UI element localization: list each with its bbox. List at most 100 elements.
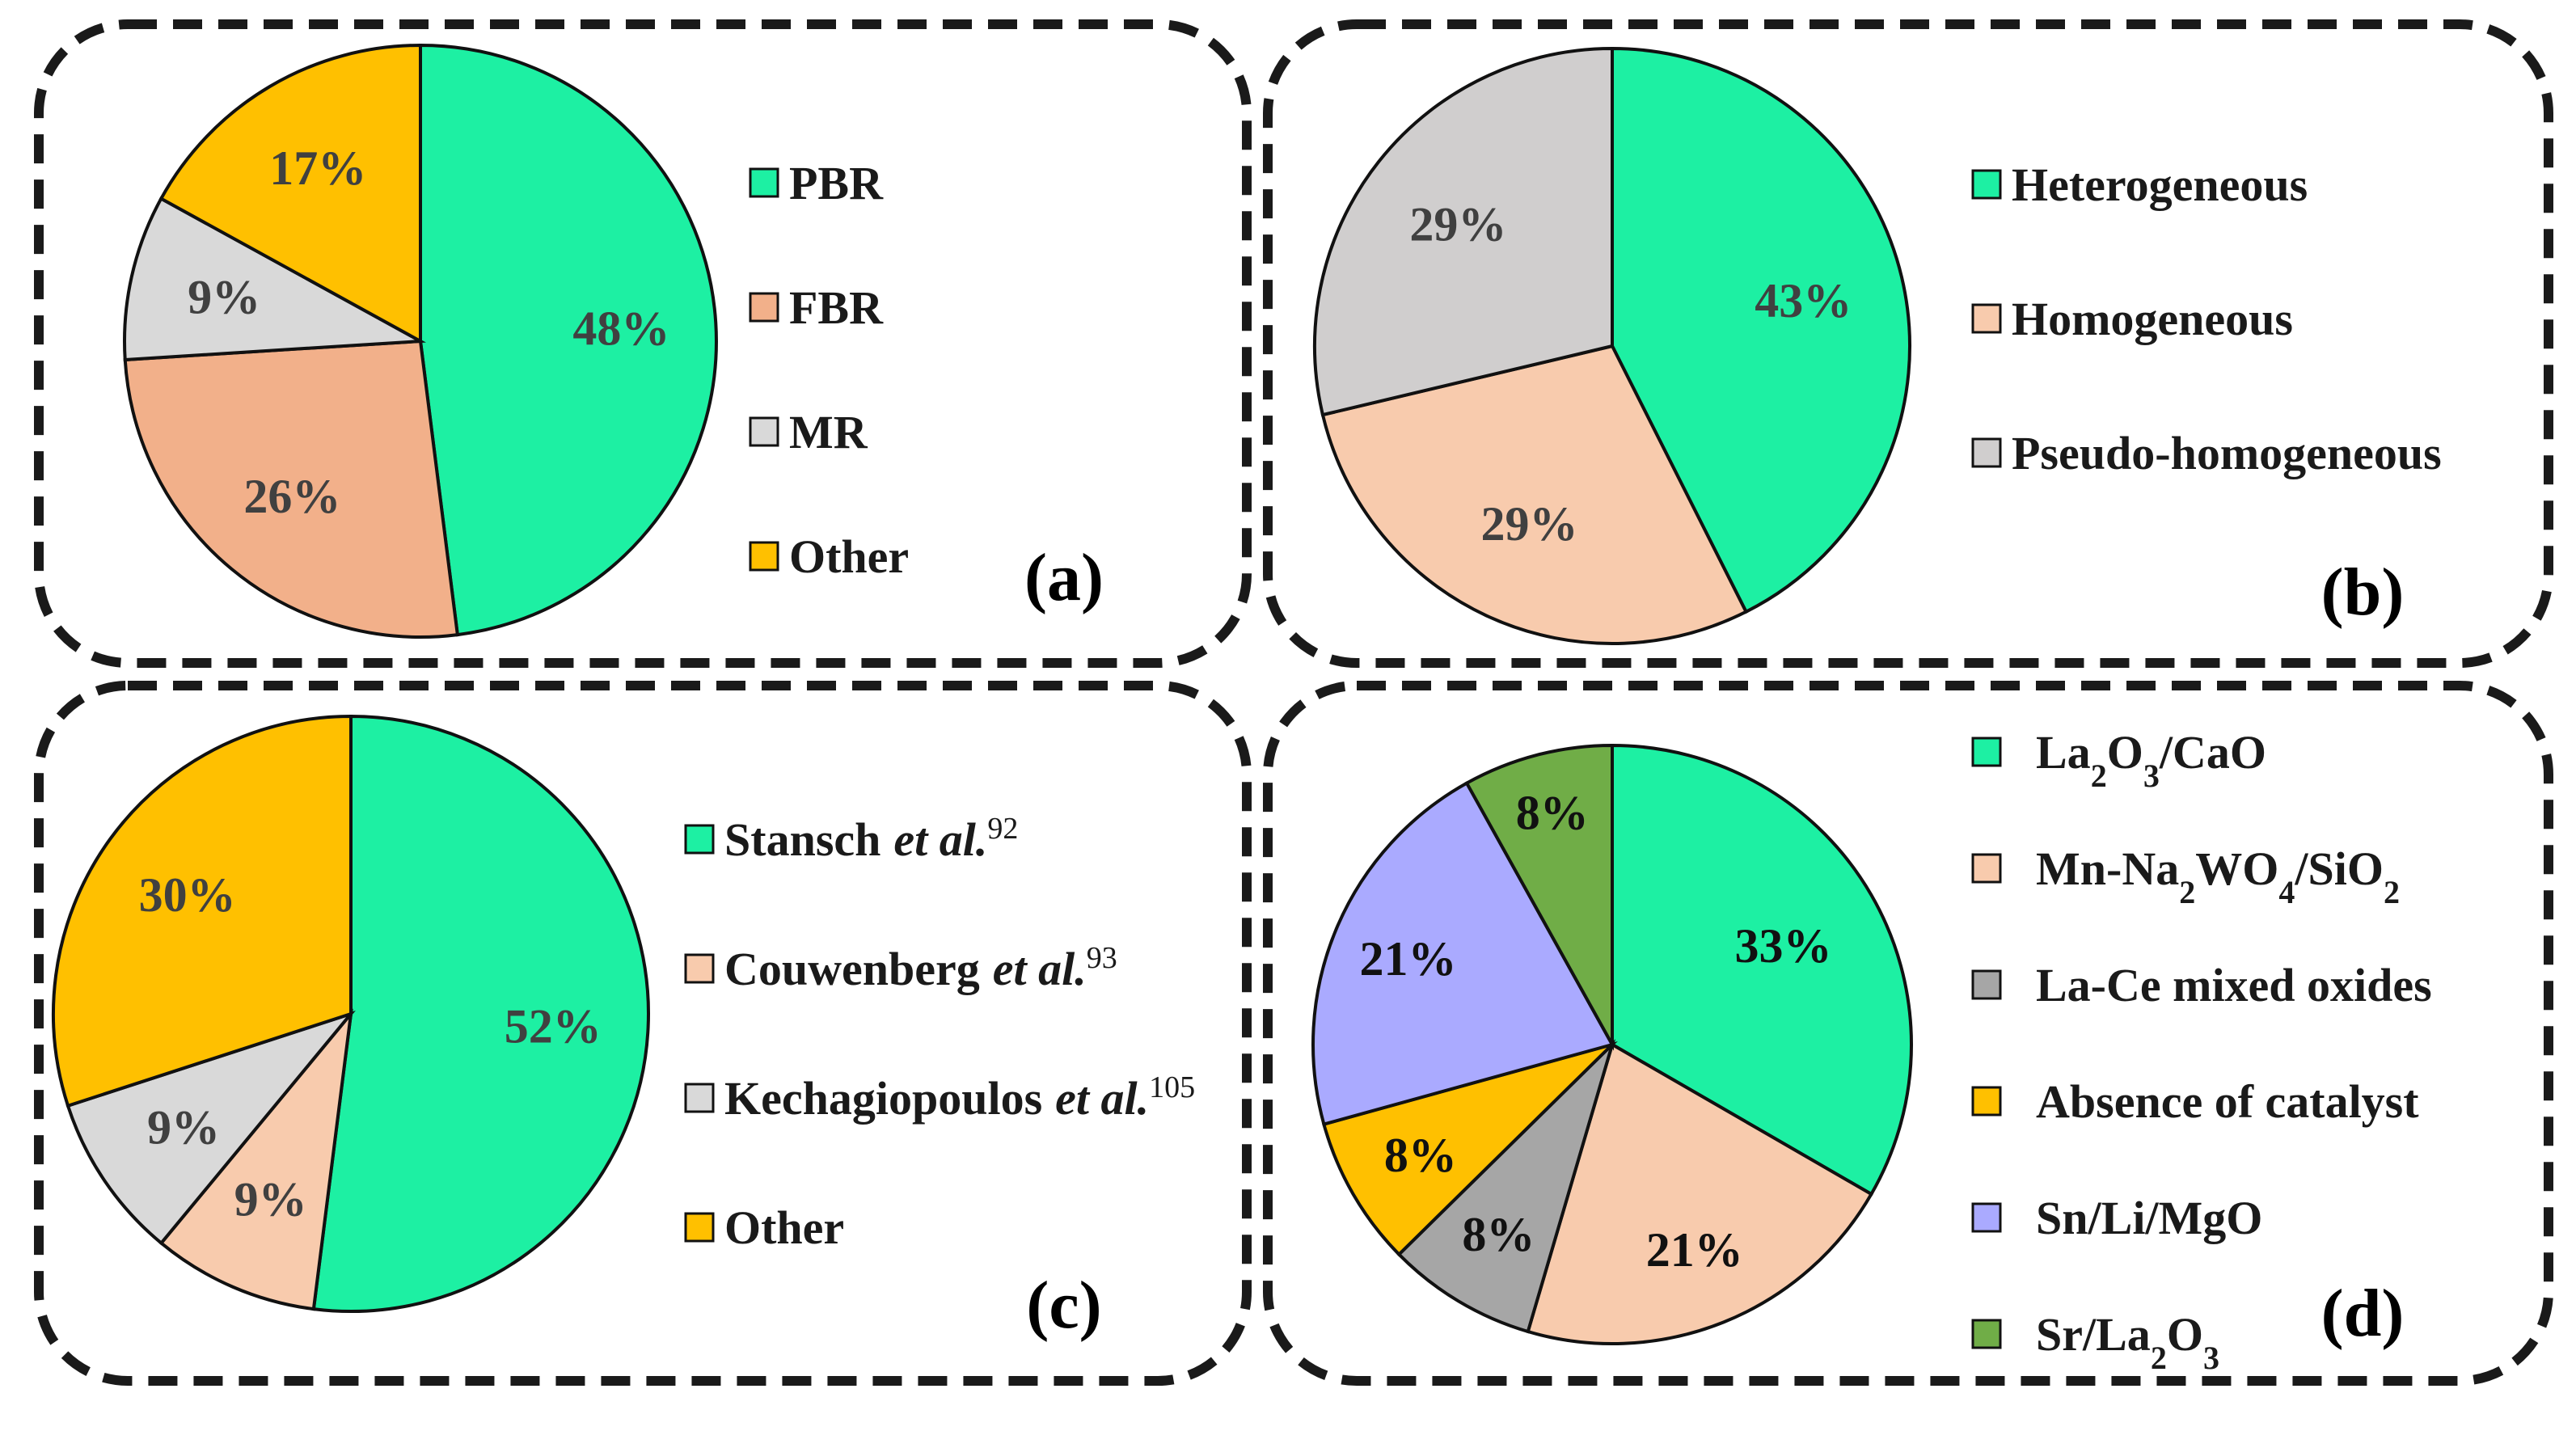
pie-slice <box>1611 743 1913 1197</box>
legend-item: Stansch et al.92 <box>684 812 1018 866</box>
pie-slices <box>123 43 718 639</box>
pie-slice <box>123 339 460 639</box>
legend-swatch <box>749 167 779 198</box>
legend-label: Stansch et al.92 <box>724 812 1018 866</box>
legend-swatch <box>1971 737 2002 767</box>
pie-chart-a: 48% 26% 9% 17% PBR FBR MR Other (a) <box>123 43 1104 639</box>
pie-slice <box>52 714 353 1108</box>
legend-label: Other <box>724 1201 844 1254</box>
pie-slice <box>1313 46 1614 417</box>
legend-item: Other <box>684 1201 844 1254</box>
slice-labels: 48% 26% 9% 17% <box>188 141 669 523</box>
pie-slices <box>1311 743 1913 1345</box>
legend-label: Mn-Na2WO4/SiO2 <box>2036 842 2400 910</box>
legend-swatch <box>1971 1319 2002 1349</box>
slice-percent-label: 21% <box>1360 932 1457 986</box>
slice-percent-label: 8% <box>1516 787 1589 840</box>
slice-percent-label: 52% <box>505 1000 602 1053</box>
legend-item: MR <box>749 406 868 458</box>
legend-swatch <box>684 953 715 984</box>
legend-swatch <box>1971 1086 2002 1117</box>
legend-item: Mn-Na2WO4/SiO2 <box>1971 842 2400 910</box>
legend-item: Sr/La2O3 <box>1971 1308 2219 1376</box>
legend-swatch <box>1971 437 2002 468</box>
legend-item: Sn/Li/MgO <box>1971 1192 2262 1244</box>
slice-percent-label: 29% <box>1481 497 1578 551</box>
legend-swatch <box>1971 853 2002 884</box>
legend-item: Kechagiopoulos et al.105 <box>684 1070 1195 1125</box>
pie-slice <box>1311 780 1615 1127</box>
legend-label: Absence of catalyst <box>2036 1075 2419 1128</box>
pie-slice <box>311 714 650 1313</box>
pie-slice <box>158 1008 353 1311</box>
legend: PBR FBR MR Other <box>749 157 909 583</box>
slice-percent-label: 43% <box>1755 274 1852 327</box>
pie-slice <box>1396 1039 1616 1334</box>
legend-label: FBR <box>789 281 884 334</box>
legend-label: MR <box>789 406 868 458</box>
slice-percent-label: 29% <box>1409 197 1506 251</box>
slice-percent-label: 30% <box>139 868 236 922</box>
legend: Stansch et al.92 Couwenberg et al.93 Kechagi… <box>684 812 1195 1254</box>
pie-slice <box>419 43 718 637</box>
legend-swatch <box>1971 1202 2002 1233</box>
pie-slice <box>1526 1041 1874 1345</box>
legend-label: Pseudo-homogeneous <box>2012 427 2442 479</box>
slice-labels: 52% 9% 9% 30% <box>139 868 602 1226</box>
legend-label: La2O3/CaO <box>2036 726 2266 794</box>
slice-percent-label: 8% <box>1462 1208 1535 1261</box>
legend: Heterogeneous Homogeneous Pseudo-homogeneo… <box>1971 158 2442 479</box>
panel-tag: (d) <box>2321 1276 2405 1351</box>
legend-swatch <box>1971 169 2002 200</box>
legend-item: Pseudo-homogeneous <box>1971 427 2442 479</box>
slice-percent-label: 21% <box>1646 1223 1743 1277</box>
pie-chart-d: 33%21%8%8%21%8%La2O3/CaOMn-Na2WO4/SiO2La… <box>1311 726 2432 1376</box>
pie-slice <box>65 1010 356 1246</box>
pie-slices <box>52 714 650 1313</box>
legend-swatch <box>749 292 779 323</box>
panel-tag: (b) <box>2321 555 2405 630</box>
panel-a-frame <box>34 19 1252 668</box>
pie-slice <box>1321 1041 1618 1257</box>
slice-percent-label: 9% <box>234 1173 307 1226</box>
legend-label: Kechagiopoulos et al.105 <box>724 1070 1195 1125</box>
legend: La2O3/CaO Mn-Na2WO4/SiO2 La-Ce mixed oxide… <box>1971 726 2432 1376</box>
legend-swatch <box>684 1212 715 1243</box>
pie-slice <box>123 196 426 362</box>
pie-slice <box>1464 743 1614 1051</box>
slice-percent-label: 26% <box>243 470 340 523</box>
slice-labels: 43% 29% 29% <box>1409 197 1852 551</box>
panel-tag: (a) <box>1024 540 1104 615</box>
legend-label: Couwenberg et al.93 <box>724 941 1117 995</box>
pie-slice <box>158 43 422 344</box>
panel-tag: (c) <box>1026 1268 1101 1343</box>
legend-label: Sr/La2O3 <box>2036 1308 2219 1376</box>
panel-c-frame <box>34 681 1252 1386</box>
legend-item: Absence of catalyst <box>1971 1075 2419 1128</box>
legend-label: Sn/Li/MgO <box>2036 1192 2262 1244</box>
legend-label: Homogeneous <box>2012 293 2293 345</box>
legend-label: Heterogeneous <box>2012 158 2308 211</box>
legend-item: FBR <box>749 281 884 334</box>
legend-item: Couwenberg et al.93 <box>684 941 1117 995</box>
panel-b-frame <box>1263 19 2553 668</box>
legend-item: Other <box>749 530 909 583</box>
slice-percent-label: 9% <box>147 1101 220 1155</box>
slice-percent-label: 48% <box>572 302 669 355</box>
pie-slices <box>1313 46 1911 645</box>
slice-percent-label: 33% <box>1735 919 1832 973</box>
pie-chart-c: 52% 9% 9% 30% Stansch et al.92 Couwenberg et al… <box>52 714 1195 1343</box>
legend-item: La2O3/CaO <box>1971 726 2266 794</box>
legend-item: La-Ce mixed oxides <box>1971 959 2432 1011</box>
slice-labels: 33%21%8%8%21%8% <box>1360 787 1832 1277</box>
pie-slice <box>1320 344 1749 645</box>
panel-d-frame <box>1263 681 2553 1386</box>
slice-percent-label: 8% <box>1384 1129 1457 1182</box>
pie-chart-b: 43% 29% 29% Heterogeneous Homogeneous Pseudo-… <box>1313 46 2442 645</box>
legend-item: PBR <box>749 157 884 209</box>
legend-item: Homogeneous <box>1971 293 2293 345</box>
legend-swatch <box>749 541 779 572</box>
legend-item: Heterogeneous <box>1971 158 2308 211</box>
legend-swatch <box>749 416 779 447</box>
